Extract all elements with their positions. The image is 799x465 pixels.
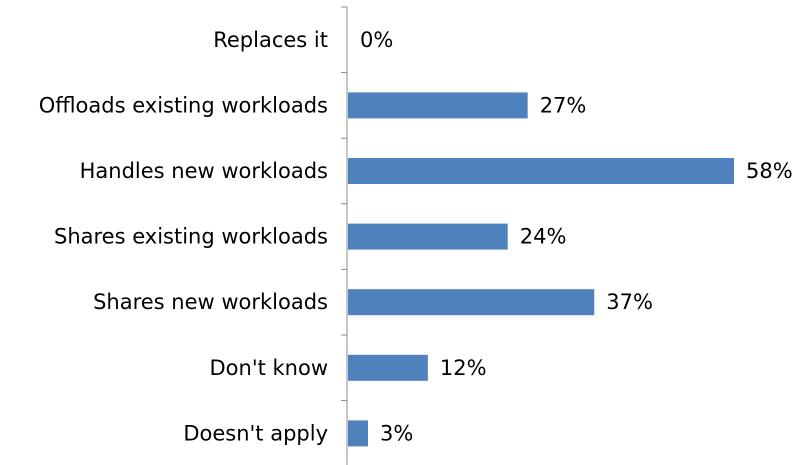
category-label-offloads-existing-workloads: Offloads existing workloads xyxy=(39,93,328,117)
bars-group xyxy=(348,92,734,447)
bar-offloads-existing-workloads xyxy=(348,92,528,119)
category-labels: Replaces it Offloads existing workloads Ha… xyxy=(39,28,328,446)
bar-doesn-t-apply xyxy=(348,420,368,447)
bar-handles-new-workloads xyxy=(348,158,734,184)
value-label-doesn-t-apply: 3% xyxy=(380,421,413,445)
category-label-shares-new-workloads: Shares new workloads xyxy=(93,290,328,314)
category-label-replaces-it: Replaces it xyxy=(213,28,328,52)
value-label-offloads-existing-workloads: 27% xyxy=(540,93,587,117)
value-label-handles-new-workloads: 58% xyxy=(746,159,793,183)
bar-shares-existing-workloads xyxy=(348,223,508,250)
bar-don-t-know xyxy=(348,354,428,381)
axis-ticks xyxy=(341,6,347,402)
value-label-replaces-it: 0% xyxy=(360,28,393,52)
value-label-shares-existing-workloads: 24% xyxy=(520,225,567,249)
category-label-don-t-know: Don't know xyxy=(209,356,328,380)
category-label-doesn-t-apply: Doesn't apply xyxy=(183,421,328,445)
category-label-handles-new-workloads: Handles new workloads xyxy=(80,159,328,183)
value-label-don-t-know: 12% xyxy=(440,356,487,380)
value-label-shares-new-workloads: 37% xyxy=(606,290,653,314)
value-labels: 0% 27% 58% 24% 37% 12% 3% xyxy=(360,28,793,446)
bar-shares-new-workloads xyxy=(348,289,595,316)
category-label-shares-existing-workloads: Shares existing workloads xyxy=(54,225,328,249)
